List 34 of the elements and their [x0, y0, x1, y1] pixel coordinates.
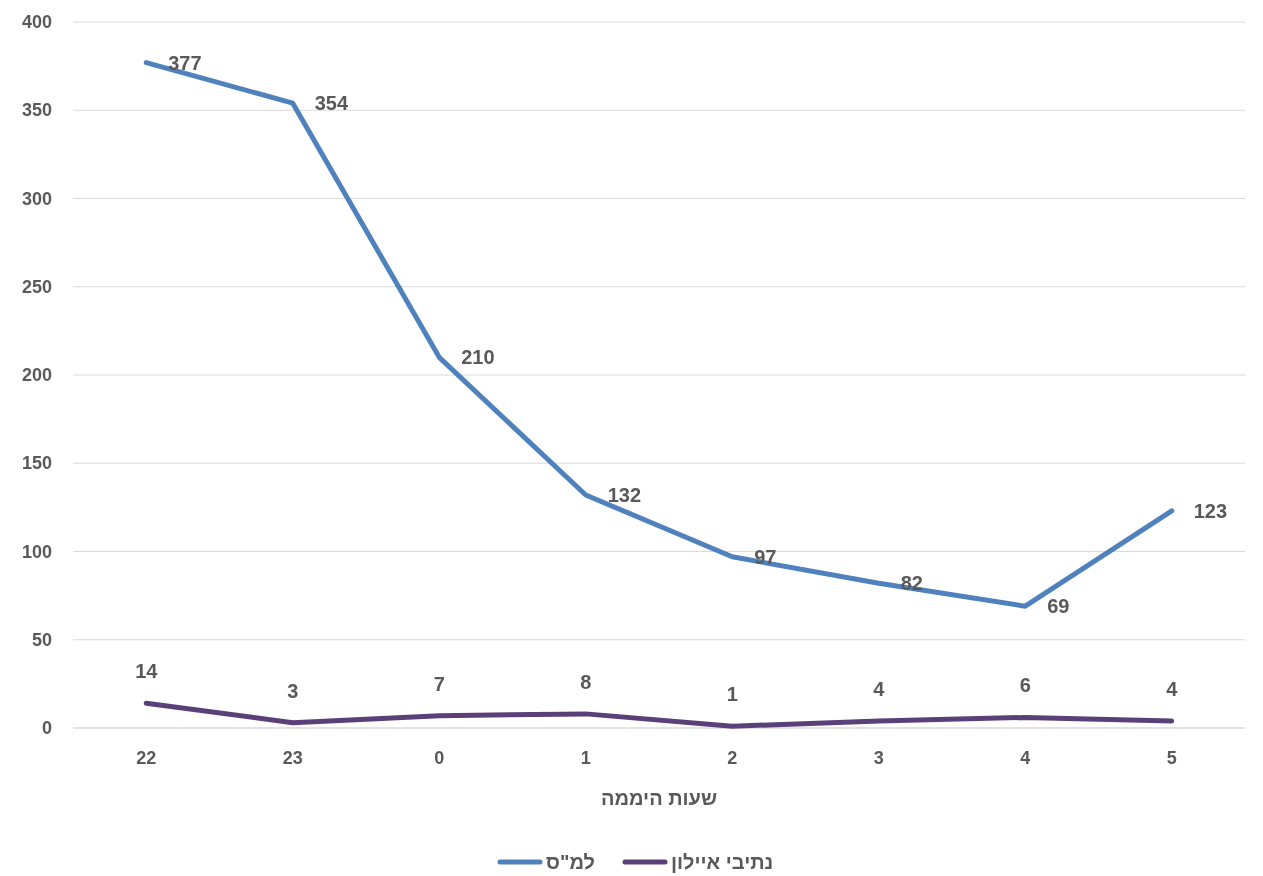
- data-label: 4: [1166, 677, 1179, 700]
- y-tick-label: 300: [21, 188, 52, 209]
- x-tick-label: 0: [434, 748, 445, 768]
- data-label: 8: [580, 670, 592, 693]
- data-label: 6: [1019, 674, 1031, 697]
- data-label: 7: [433, 672, 445, 695]
- x-tick-label: 5: [1166, 748, 1177, 768]
- y-tick-label: 50: [31, 629, 52, 650]
- data-label: 123: [1193, 499, 1228, 522]
- data-label: 3: [287, 679, 299, 702]
- data-label: 4: [873, 677, 886, 700]
- x-axis-title: שעות היממה: [600, 787, 718, 809]
- legend-label: למ"ס: [546, 851, 596, 873]
- data-label: 1: [726, 683, 738, 706]
- y-tick-label: 350: [21, 100, 52, 121]
- data-label: 210: [461, 346, 495, 369]
- y-tick-label: 250: [21, 276, 52, 297]
- x-tick-label: 1: [580, 748, 591, 768]
- data-label: 69: [1047, 595, 1070, 618]
- legend-label: נתיבי איילון: [671, 851, 774, 873]
- y-tick-label: 150: [21, 453, 52, 474]
- y-tick-label: 100: [21, 541, 52, 562]
- x-tick-label: 3: [873, 748, 884, 768]
- x-tick-label: 22: [136, 748, 157, 768]
- data-label: 354: [314, 92, 349, 115]
- data-label: 14: [135, 660, 159, 683]
- x-tick-label: 4: [1020, 748, 1031, 768]
- x-tick-label: 2: [727, 748, 738, 768]
- y-tick-label: 400: [21, 12, 52, 32]
- data-label: 377: [168, 51, 202, 74]
- x-tick-label: 23: [282, 748, 303, 768]
- y-tick-label: 0: [41, 718, 52, 738]
- data-label: 132: [607, 484, 642, 507]
- y-tick-label: 200: [21, 365, 52, 385]
